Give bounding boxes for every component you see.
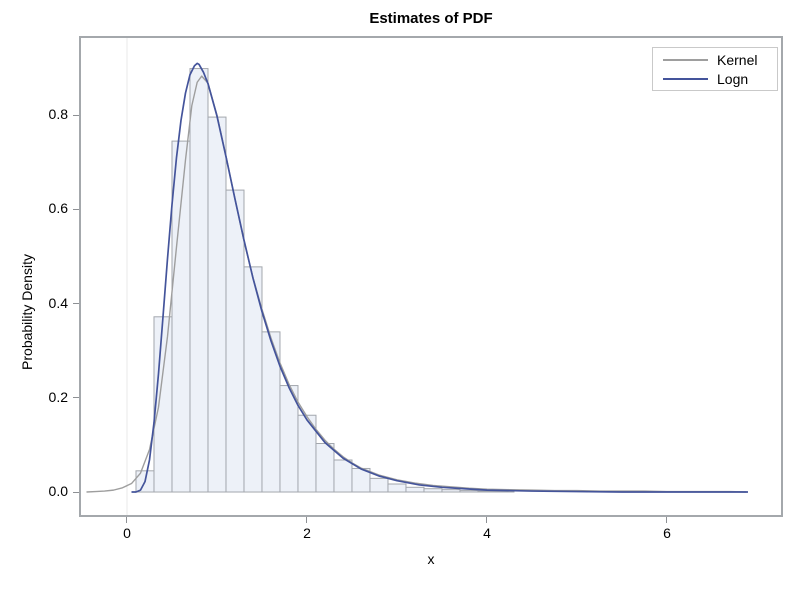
histogram-bar <box>441 489 461 493</box>
legend-label: Logn <box>717 70 749 87</box>
histogram-bar <box>333 459 353 493</box>
y-tick-label: 0.2 <box>48 388 68 405</box>
legend-item-kernel: Kernel <box>663 50 769 69</box>
y-tick-mark <box>73 114 79 116</box>
plot-area <box>79 36 783 517</box>
y-tick-label: 0.6 <box>48 200 68 217</box>
x-tick-label: 0 <box>123 525 131 541</box>
y-tick-label: 0.0 <box>48 483 68 499</box>
x-tick-label: 4 <box>483 525 491 541</box>
histogram-bar <box>405 486 425 493</box>
x-tick-label: 6 <box>663 525 671 541</box>
histogram-bar <box>207 116 227 493</box>
histogram-bar <box>423 488 443 493</box>
histogram-bar <box>189 68 209 493</box>
y-tick-mark <box>73 397 79 399</box>
x-tick-mark <box>486 517 488 523</box>
y-tick-label: 0.4 <box>48 294 68 311</box>
histogram-bar <box>171 140 191 493</box>
x-tick-label: 2 <box>303 525 311 541</box>
histogram-bar <box>153 316 173 493</box>
legend-item-logn: Logn <box>663 69 769 88</box>
x-tick-mark <box>666 517 668 523</box>
legend-line-sample <box>663 77 708 80</box>
y-tick-mark <box>73 303 79 305</box>
y-tick-mark <box>73 208 79 210</box>
x-axis-title: x <box>427 551 435 567</box>
legend: Kernel Logn <box>652 47 778 91</box>
x-tick-mark <box>126 517 128 523</box>
y-tick-label: 0.8 <box>48 106 68 123</box>
plot-svg <box>86 38 748 515</box>
legend-label: Kernel <box>717 51 758 68</box>
histogram-bar <box>225 189 245 493</box>
chart-title: Estimates of PDF <box>369 10 493 27</box>
histogram-bar <box>369 477 389 493</box>
histogram-bar <box>477 490 497 493</box>
y-axis-title: Probability Density <box>19 254 35 370</box>
y-tick-mark <box>73 491 79 493</box>
histogram-bar <box>387 483 407 493</box>
histogram-bar <box>459 490 479 493</box>
x-tick-mark <box>306 517 308 523</box>
logn-curve <box>131 62 748 493</box>
legend-line-sample <box>663 58 708 61</box>
histogram-bar <box>315 443 335 493</box>
